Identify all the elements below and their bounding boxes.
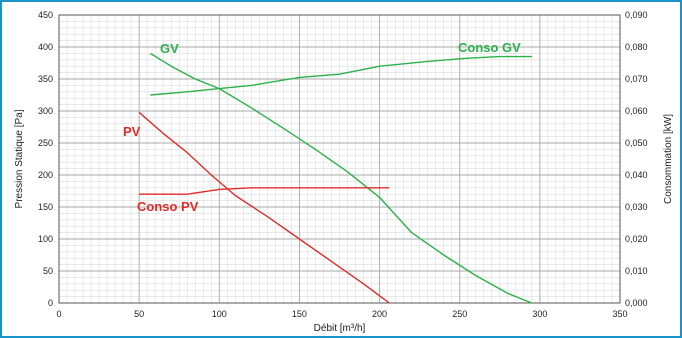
series-line-gv [150, 52, 533, 304]
y-right-axis-title: Consommation [kW] [663, 114, 674, 204]
y-right-tick-label: 0,010 [625, 266, 648, 276]
x-tick-label: 0 [56, 309, 61, 319]
y-left-tick-label: 100 [38, 234, 53, 244]
y-right-tick-label: 0,030 [625, 202, 648, 212]
series-label-pv: PV [123, 124, 141, 139]
y-left-tick-label: 250 [38, 138, 53, 148]
x-tick-label: 300 [532, 309, 547, 319]
series-line-conso-pv [139, 187, 390, 195]
y-right-tick-label: 0,040 [625, 170, 648, 180]
y-left-tick-label: 200 [38, 170, 53, 180]
y-right-tick-label: 0,060 [625, 106, 648, 116]
series-line-pv [138, 111, 390, 304]
y-left-axis-title: Pression Statique [Pa] [14, 109, 25, 208]
x-tick-label: 100 [212, 309, 227, 319]
y-right-tick-label: 0,020 [625, 234, 648, 244]
y-left-tick-label: 150 [38, 202, 53, 212]
y-left-tick-label: 0 [48, 298, 53, 308]
y-right-tick-label: 0,090 [625, 10, 648, 20]
x-tick-label: 50 [134, 309, 144, 319]
series-label-conso-pv: Conso PV [137, 199, 199, 214]
y-right-tick-label: 0,080 [625, 42, 648, 52]
y-left-tick-label: 350 [38, 74, 53, 84]
x-tick-label: 350 [612, 309, 627, 319]
plot-area-border [58, 14, 621, 304]
y-left-tick-label: 300 [38, 106, 53, 116]
y-right-tick-label: 0,050 [625, 138, 648, 148]
y-left-tick-label: 450 [38, 10, 53, 20]
y-left-tick-label: 400 [38, 42, 53, 52]
series-line-conso-gv [150, 55, 532, 96]
y-right-tick-label: 0,000 [625, 298, 648, 308]
x-tick-label: 200 [372, 309, 387, 319]
x-axis-title: Débit [m³/h] [314, 323, 366, 334]
series-label-gv: GV [160, 41, 179, 56]
x-tick-label: 250 [452, 309, 467, 319]
y-right-tick-label: 0,070 [625, 74, 648, 84]
y-left-tick-label: 50 [43, 266, 53, 276]
series-label-conso-gv: Conso GV [458, 40, 521, 55]
x-tick-label: 150 [292, 309, 307, 319]
